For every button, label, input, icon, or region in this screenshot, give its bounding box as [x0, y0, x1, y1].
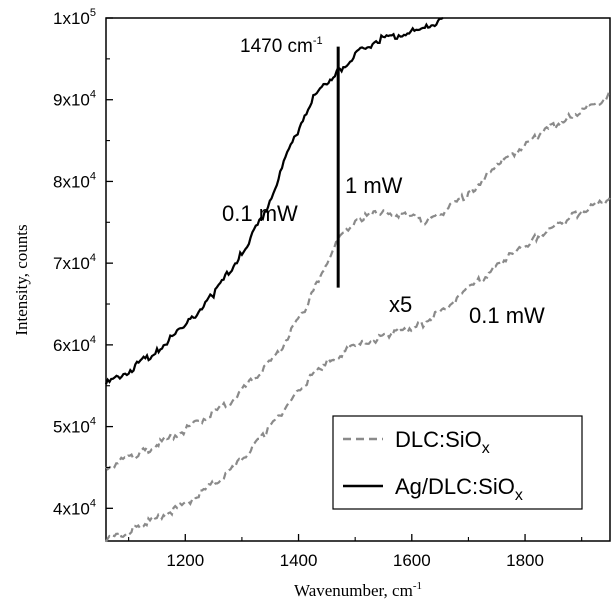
- legend-label-ag-dlc: Ag/DLC:SiOx: [395, 474, 523, 504]
- x-tick-label: 1600: [393, 551, 431, 570]
- plot-frame: [105, 17, 611, 542]
- series-layer: [104, 16, 611, 543]
- label-gray-bottom-power: 0.1 mW: [469, 303, 545, 328]
- series-line-0: [104, 16, 444, 385]
- label-gray-bottom-scale: x5: [389, 292, 412, 317]
- y-tick-label: 4x104: [53, 497, 96, 518]
- peak-annotation: 1470 cm-1: [240, 35, 323, 57]
- y-tick-label: 9x104: [53, 89, 96, 110]
- x-tick-label: 1400: [280, 551, 318, 570]
- label-black-power: 0.1 mW: [222, 201, 298, 226]
- y-tick-label: 6x104: [53, 334, 96, 355]
- y-tick-label: 5x104: [53, 416, 96, 437]
- x-tick-label: 1200: [166, 551, 204, 570]
- legend-label-dlc: DLC:SiOx: [395, 427, 490, 457]
- series-line-1: [105, 92, 611, 471]
- x-axis-title: Wavenumber, cm-1: [294, 580, 422, 600]
- y-tick-label: 7x104: [53, 252, 96, 273]
- label-gray-top-power: 1 mW: [345, 173, 403, 198]
- legend: DLC:SiOx Ag/DLC:SiOx: [332, 415, 583, 510]
- y-tick-label: 8x104: [53, 170, 96, 191]
- series-line-2: [105, 197, 611, 543]
- y-axis-title: Intensity, counts: [12, 224, 31, 335]
- y-tick-label: 1x105: [53, 7, 96, 28]
- ticks-layer: 1200 1400 1600 1800 4x104 5x104 6x104 7x104 8x10…: [53, 7, 583, 570]
- legend-box: [332, 415, 583, 510]
- x-tick-label: 1800: [506, 551, 544, 570]
